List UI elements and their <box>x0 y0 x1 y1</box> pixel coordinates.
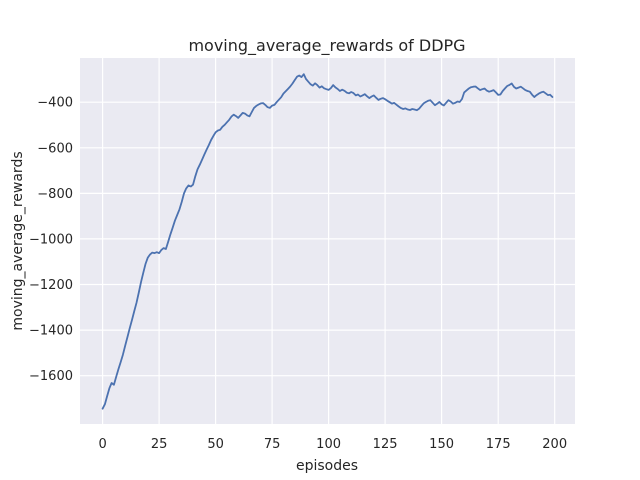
y-tick-label: −1000 <box>29 232 73 247</box>
x-tick-label: 100 <box>316 437 341 452</box>
x-tick-label: 150 <box>429 437 454 452</box>
x-tick-label: 25 <box>151 437 168 452</box>
series-layer <box>101 73 554 410</box>
y-tick-label: −1600 <box>29 369 73 384</box>
reward-line <box>101 73 554 410</box>
grid-lines <box>80 58 575 424</box>
y-tick-label: −1200 <box>29 278 73 293</box>
x-tick-label: 50 <box>207 437 224 452</box>
y-tick-label: −1400 <box>29 324 73 339</box>
plot-area <box>80 58 575 424</box>
y-axis-label: moving_average_rewards <box>10 151 26 330</box>
x-tick-label: 175 <box>486 437 511 452</box>
x-tick-labels: 0 25 50 75 100 125 150 175 200 <box>98 437 567 452</box>
x-tick-label: 0 <box>98 437 106 452</box>
x-tick-label: 200 <box>542 437 567 452</box>
y-tick-label: −600 <box>37 141 73 156</box>
y-tick-labels: −1600 −1400 −1200 −1000 −800 −600 −400 <box>29 96 73 385</box>
y-tick-label: −800 <box>37 187 73 202</box>
y-tick-label: −400 <box>37 96 73 111</box>
x-tick-label: 125 <box>373 437 398 452</box>
x-axis-label: episodes <box>296 458 358 474</box>
chart-title: moving_average_rewards of DDPG <box>188 36 465 56</box>
x-tick-label: 75 <box>264 437 281 452</box>
